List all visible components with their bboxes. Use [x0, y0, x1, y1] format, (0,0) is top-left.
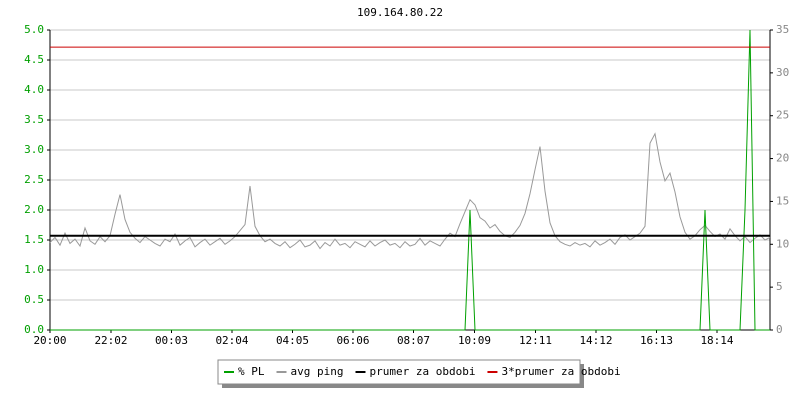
x-tick-label: 12:11 [519, 334, 552, 347]
y2-tick-label: 15 [776, 194, 789, 207]
y-tick-label: 2.5 [24, 173, 44, 186]
legend-label: prumer za obdobi [369, 365, 475, 378]
x-tick-label: 14:12 [579, 334, 612, 347]
x-tick-label: 02:04 [215, 334, 248, 347]
chart-title: 109.164.80.22 [357, 6, 443, 19]
x-tick-label: 04:05 [276, 334, 309, 347]
y-tick-label: 4.0 [24, 83, 44, 96]
x-tick-label: 22:02 [94, 334, 127, 347]
legend-label: 3*prumer za obdobi [501, 365, 620, 378]
y2-tick-label: 5 [776, 280, 783, 293]
x-tick-label: 06:06 [336, 334, 369, 347]
x-tick-label: 18:14 [700, 334, 733, 347]
legend-label: % PL [238, 365, 265, 378]
y-tick-label: 3.5 [24, 113, 44, 126]
y-tick-label: 4.5 [24, 53, 44, 66]
series-line [50, 29, 770, 331]
y2-tick-label: 0 [776, 323, 783, 336]
y-tick-label: 1.5 [24, 233, 44, 246]
y-tick-label: 1.0 [24, 263, 44, 276]
y2-tick-label: 30 [776, 66, 789, 79]
x-tick-label: 20:00 [33, 334, 66, 347]
x-tick-label: 16:13 [640, 334, 673, 347]
y2-tick-label: 10 [776, 237, 789, 250]
y2-tick-label: 35 [776, 23, 789, 36]
y-tick-label: 2.0 [24, 203, 44, 216]
y-tick-label: 3.0 [24, 143, 44, 156]
y-tick-label: 5.0 [24, 23, 44, 36]
x-tick-label: 10:09 [458, 334, 491, 347]
legend-label: avg ping [291, 365, 344, 378]
y2-tick-label: 20 [776, 152, 789, 165]
x-tick-label: 00:03 [155, 334, 188, 347]
y2-tick-label: 25 [776, 109, 789, 122]
y-tick-label: 0.5 [24, 293, 44, 306]
x-tick-label: 08:07 [397, 334, 430, 347]
y-tick-label: 0.0 [24, 323, 44, 336]
series-line [49, 132, 771, 250]
